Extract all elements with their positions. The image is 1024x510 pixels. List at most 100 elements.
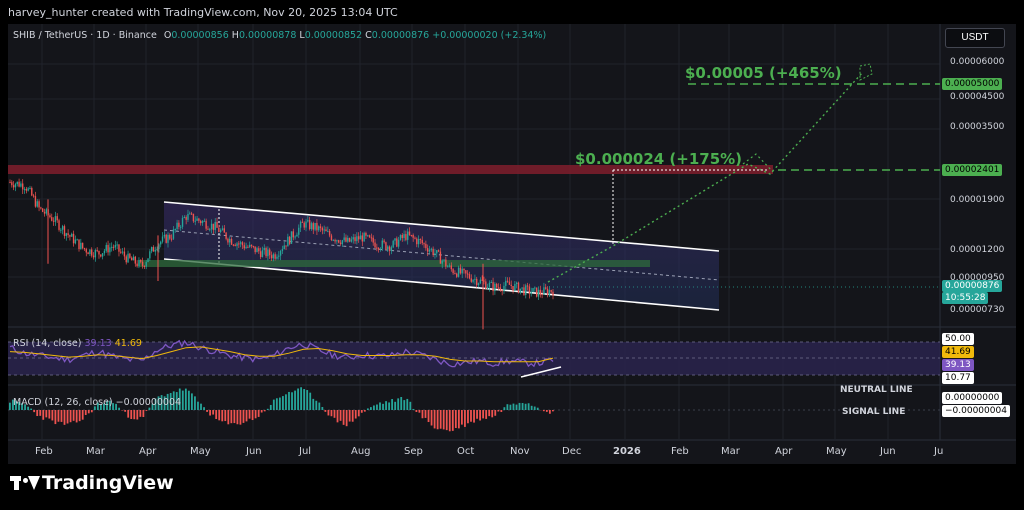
target-1-label: $0.000024 (+175%) — [575, 150, 742, 168]
macd-bar — [512, 403, 515, 410]
candle-body — [423, 243, 425, 245]
macd-bar — [100, 404, 102, 410]
candle-body — [468, 274, 471, 279]
tradingview-logo[interactable]: TradingView — [10, 472, 174, 494]
macd-bar — [506, 404, 509, 410]
candle-body — [341, 240, 344, 245]
macd-bar — [409, 401, 412, 410]
macd-bar — [382, 403, 384, 410]
macd-bar — [81, 410, 84, 420]
macd-bar — [157, 396, 160, 410]
candle-body — [401, 235, 403, 238]
support-zone — [139, 260, 650, 267]
macd-bar — [160, 395, 163, 410]
macd-bar — [209, 410, 212, 416]
candle-body — [103, 250, 106, 254]
macd-bar — [391, 399, 394, 410]
macd-bar — [203, 407, 205, 410]
candle-body — [143, 265, 146, 267]
candle-body — [365, 232, 367, 236]
candle-body — [426, 248, 429, 252]
macd-bar — [373, 405, 375, 410]
rsi-ma-tag: 41.69 — [942, 346, 974, 358]
macd-bar — [187, 390, 190, 410]
candle-body — [78, 239, 80, 250]
macd-bar — [248, 410, 251, 419]
candle-body — [234, 244, 236, 246]
candle-body — [367, 235, 369, 237]
candle-body — [446, 266, 449, 268]
macd-bar — [181, 390, 184, 410]
macd-bar — [394, 401, 397, 410]
macd-bar — [163, 396, 166, 410]
macd-bar — [200, 403, 202, 410]
macd-bar — [515, 404, 518, 410]
candle-body — [496, 283, 498, 288]
chart-area[interactable]: $0.000024 (+175%) $0.00005 (+465%) 0.000… — [8, 24, 1016, 464]
candle-body — [105, 244, 107, 251]
macd-bar — [15, 400, 17, 410]
candle-body — [76, 239, 78, 241]
candle-body — [354, 237, 356, 242]
candle-body — [385, 242, 387, 250]
macd-bar — [494, 410, 497, 416]
last-price-tag: 0.00000876 — [942, 280, 1003, 292]
rsi-line — [9, 339, 554, 368]
macd-bar — [448, 410, 451, 432]
candle-body — [348, 237, 351, 242]
candle-body — [183, 216, 186, 218]
x-tick-aug: Aug — [351, 446, 371, 457]
candle-body — [510, 284, 512, 286]
candle-body — [51, 217, 53, 221]
candle-body — [319, 226, 322, 228]
candle-body — [16, 181, 18, 185]
candle-body — [318, 226, 320, 231]
candle-body — [259, 251, 262, 258]
chart-svg[interactable]: $0.000024 (+175%) $0.00005 (+465%) 0.000… — [8, 24, 1016, 464]
candle-body — [256, 248, 258, 253]
candle-body — [541, 293, 543, 295]
candle-body — [150, 247, 153, 252]
macd-bar — [175, 392, 178, 410]
macd-bar — [148, 407, 151, 410]
macd-bar — [51, 410, 54, 421]
candle-body — [94, 250, 97, 258]
macd-bar — [406, 398, 409, 410]
macd-bar — [312, 398, 315, 410]
symbol-name[interactable]: SHIB / TetherUS · 1D · Binance — [13, 30, 157, 41]
macd-bar — [224, 410, 227, 422]
candle-body — [178, 222, 180, 227]
candle-body — [145, 262, 147, 267]
candle-body — [161, 236, 164, 242]
candle-body — [209, 229, 211, 231]
candle-body — [421, 240, 423, 244]
currency-button[interactable]: USDT — [945, 28, 1005, 48]
macd-bar — [500, 410, 503, 413]
macd-bar — [470, 410, 472, 422]
candle-body — [474, 278, 476, 280]
macd-bar — [230, 410, 233, 424]
rsi-value: 39.13 — [84, 338, 112, 349]
candle-body — [461, 268, 463, 274]
x-tick-mar: Mar — [86, 446, 106, 457]
candle-body — [18, 181, 20, 187]
candle-body — [543, 287, 545, 295]
candle-body — [479, 279, 482, 284]
candle-body — [189, 213, 191, 215]
candle-body — [434, 253, 436, 256]
candle-body — [147, 258, 149, 263]
rsi-title[interactable]: RSI (14, close) — [13, 338, 82, 349]
candle-body — [83, 248, 86, 250]
candle-body — [12, 185, 15, 188]
candle-body — [274, 254, 276, 259]
candle-body — [499, 287, 502, 291]
candle-body — [169, 234, 171, 239]
candle-body — [481, 279, 483, 281]
candle-body — [170, 238, 173, 240]
macd-bar — [518, 402, 521, 410]
macd-title[interactable]: MACD (12, 26, close) — [13, 397, 113, 408]
candle-body — [276, 256, 278, 259]
high-label: H — [231, 30, 239, 41]
candle-body — [25, 188, 28, 191]
candle-body — [110, 246, 113, 248]
